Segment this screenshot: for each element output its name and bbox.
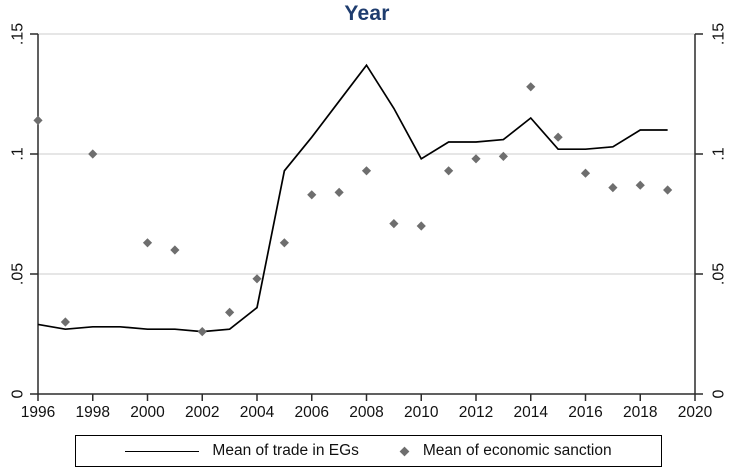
trade-line-series <box>37 63 668 333</box>
sanction-diamond-marker <box>389 219 399 229</box>
legend-label-trade: Mean of trade in EGs <box>212 442 359 459</box>
sanction-diamond-marker <box>444 166 454 176</box>
sanction-diamond-marker <box>197 327 207 337</box>
sanction-diamond-marker <box>60 317 70 327</box>
sanction-diamond-marker <box>225 307 235 317</box>
sanction-diamond-marker <box>635 180 645 190</box>
y-tick-label-right: .05 <box>711 263 728 285</box>
x-tick-label: 2020 <box>678 404 713 421</box>
x-tick-label: 2014 <box>514 404 549 421</box>
sanction-diamond-marker <box>471 154 481 164</box>
x-tick-label: 1998 <box>76 404 110 421</box>
x-tick-label: 2016 <box>568 404 602 421</box>
sanction-diamond-marker <box>252 274 262 284</box>
x-tick-label: 2010 <box>404 404 439 421</box>
legend-diamond-icon <box>399 446 410 457</box>
x-tick-label: 2006 <box>295 404 329 421</box>
sanction-diamond-marker <box>279 238 289 248</box>
sanction-diamond-marker <box>170 245 180 255</box>
x-tick-label: 2004 <box>240 404 275 421</box>
y-tick-label-right: .15 <box>711 23 728 45</box>
sanction-diamond-marker <box>334 187 344 197</box>
sanction-diamond-marker <box>580 168 591 178</box>
y-tick-label-right: .1 <box>711 147 728 160</box>
sanction-diamond-marker <box>33 115 43 125</box>
x-tick-label: 2002 <box>185 404 219 421</box>
y-tick-label-left: 0 <box>10 389 27 398</box>
legend-label-sanction: Mean of economic sanction <box>422 442 612 459</box>
x-tick-label: 2008 <box>349 404 383 421</box>
sanction-diamond-marker <box>142 238 153 248</box>
sanction-diamond-marker <box>663 185 673 195</box>
sanction-diamond-marker <box>526 82 536 92</box>
sanction-diamond-marker <box>361 166 372 176</box>
legend-item-sanction: Mean of economic sanction <box>399 442 612 460</box>
sanction-diamond-marker <box>307 190 317 200</box>
y-tick-label-right: 0 <box>711 389 728 398</box>
x-tick-label: 2018 <box>623 404 657 421</box>
x-tick-label: 2000 <box>130 404 165 421</box>
x-tick-label: 2012 <box>459 404 493 421</box>
x-tick-label: 1996 <box>21 404 55 421</box>
legend-line-sample-icon <box>125 450 200 452</box>
y-tick-label-left: .05 <box>10 263 27 285</box>
sanction-diamond-marker <box>553 132 563 142</box>
y-tick-label-left: .1 <box>10 147 27 160</box>
sanction-diamond-marker <box>88 149 98 159</box>
legend-item-trade: Mean of trade in EGs <box>125 442 359 460</box>
legend: Mean of trade in EGs Mean of economic sa… <box>75 435 662 467</box>
sanction-diamond-marker <box>416 221 426 231</box>
sanction-diamond-marker <box>498 151 508 161</box>
sanction-diamond-marker <box>608 183 618 193</box>
y-tick-label-left: .15 <box>10 23 27 45</box>
chart-title: Year <box>344 2 390 25</box>
